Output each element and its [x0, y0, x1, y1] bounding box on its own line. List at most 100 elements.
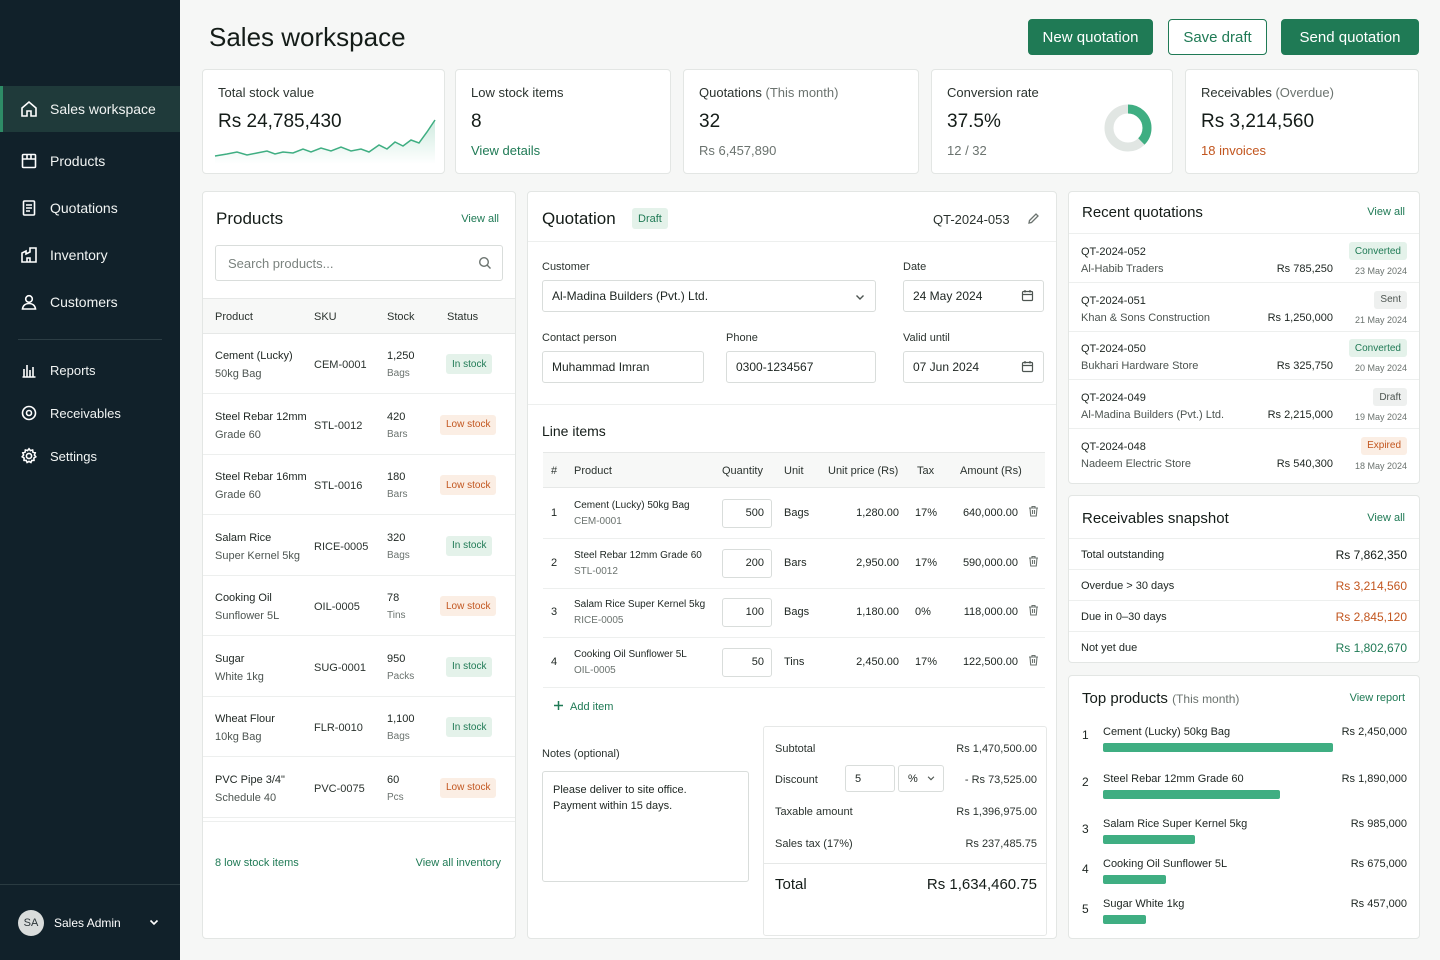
quantity-input[interactable]: 50	[722, 647, 772, 677]
product-stock-qty: 320	[387, 531, 406, 544]
customer-select[interactable]: Al-Madina Builders (Pvt.) Ltd.	[542, 280, 876, 312]
product-stock-unit: Packs	[387, 670, 415, 682]
discount-input[interactable]: 5	[845, 765, 895, 792]
line-number: 3	[551, 606, 558, 618]
column-header: #	[551, 465, 558, 477]
sidebar-item-sales-workspace[interactable]: Sales workspace	[0, 86, 180, 132]
product-row[interactable]: Wheat Flour 10kg Bag FLR-0010 1,100 Bags In s…	[203, 697, 515, 757]
kpi-total-stock-value: Total stock value Rs 24,785,430	[202, 69, 445, 174]
recent-quotation-row[interactable]: QT-2024-052 Al-Habib Traders Rs 785,250 23 …	[1069, 234, 1419, 283]
receivables-view-all-link[interactable]: View all	[1367, 512, 1405, 524]
new-quotation-button[interactable]: New quotation	[1028, 19, 1153, 55]
quotation-id: QT-2024-051	[1081, 294, 1146, 307]
products-view-all-link[interactable]: View all	[461, 213, 499, 225]
line-product-sku: STL-0012	[574, 565, 618, 577]
search-placeholder: Search products...	[228, 255, 334, 271]
top-product-value: Rs 675,000	[1350, 858, 1407, 870]
kpi-period: (This month)	[765, 85, 839, 100]
trash-icon[interactable]	[1028, 505, 1039, 520]
column-header: Amount (Rs)	[960, 465, 1022, 477]
user-menu[interactable]: SA Sales Admin	[0, 884, 180, 960]
receivable-value: Rs 2,845,120	[1335, 610, 1407, 624]
product-stock-unit: Bars	[387, 428, 408, 440]
product-variant: Grade 60	[215, 428, 261, 441]
top-product-row: 1 Cement (Lucky) 50kg Bag Rs 2,450,000	[1069, 724, 1419, 768]
valid-until-field[interactable]: 07 Jun 2024	[903, 351, 1044, 383]
quantity-input[interactable]: 200	[722, 548, 772, 578]
valid-until-label: Valid until	[903, 332, 950, 344]
warehouse-icon	[20, 246, 38, 264]
conversion-donut-arc	[1104, 104, 1152, 152]
contact-field[interactable]: Muhammad Imran	[542, 351, 704, 383]
calendar-icon	[1021, 360, 1034, 376]
product-row[interactable]: Steel Rebar 12mm Grade 60 STL-0012 420 Bars L…	[203, 395, 515, 455]
quantity-input[interactable]: 100	[722, 598, 772, 627]
add-item-button[interactable]: Add item	[553, 700, 613, 714]
view-all-inventory-link[interactable]: View all inventory	[415, 857, 501, 869]
kpi-period: (Overdue)	[1275, 85, 1334, 100]
product-row[interactable]: Salam Rice Super Kernel 5kg RICE-0005 320 Ba…	[203, 516, 515, 576]
line-product-name: Steel Rebar 12mm Grade 60	[574, 549, 702, 561]
quotation-date: 20 May 2024	[1354, 363, 1407, 374]
top-product-name: Cooking Oil Sunflower 5L	[1103, 858, 1228, 870]
product-sku: FLR-0010	[314, 722, 363, 734]
discount-type-select[interactable]: %	[898, 765, 944, 792]
kpi-label-text: Quotations	[699, 85, 762, 100]
notes-textarea[interactable]: Please deliver to site office. Payment w…	[542, 771, 749, 882]
product-row[interactable]: PVC Pipe 3/4" Schedule 40 PVC-0075 60 Pcs Low…	[203, 758, 515, 818]
sidebar-item-inventory[interactable]: Inventory	[0, 232, 180, 278]
trash-icon[interactable]	[1028, 604, 1039, 619]
trash-icon[interactable]	[1028, 654, 1039, 669]
column-header: Unit	[784, 465, 804, 477]
product-row[interactable]: Cement (Lucky) 50kg Bag CEM-0001 1,250 Bags I…	[203, 334, 515, 394]
save-draft-button[interactable]: Save draft	[1168, 19, 1267, 55]
line-item-row: 3 Salam Rice Super Kernel 5kg RICE-0005 100…	[543, 588, 1045, 638]
document-icon	[20, 199, 38, 217]
top-product-name: Sugar White 1kg	[1103, 898, 1185, 910]
page-title: Sales workspace	[209, 22, 406, 52]
recent-quotation-row[interactable]: QT-2024-050 Bukhari Hardware Store Rs 325,…	[1069, 331, 1419, 381]
low-stock-items-link[interactable]: 8 low stock items	[215, 857, 299, 869]
view-report-link[interactable]: View report	[1349, 692, 1405, 704]
product-sku: RICE-0005	[314, 540, 369, 553]
recent-quotation-row[interactable]: QT-2024-048 Nadeem Electric Store Rs 540,3…	[1069, 429, 1419, 478]
stock-trend-sparkline	[214, 119, 436, 164]
line-product-name: Salam Rice Super Kernel 5kg	[574, 599, 706, 610]
recent-quotations-view-all-link[interactable]: View all	[1367, 206, 1405, 218]
product-stock-unit: Pcs	[387, 791, 404, 803]
product-row[interactable]: Steel Rebar 16mm Grade 60 STL-0016 180 Bars L…	[203, 455, 515, 515]
line-unit: Bags	[784, 606, 810, 618]
kpi-value: Rs 3,214,560	[1201, 111, 1315, 132]
quotation-customer: Al-Madina Builders (Pvt.) Ltd.	[1081, 409, 1225, 422]
column-header: SKU	[314, 311, 337, 323]
user-name: Sales Admin	[54, 915, 121, 930]
sidebar-item-receivables[interactable]: Receivables	[0, 390, 180, 436]
line-product-sku: OIL-0005	[574, 664, 616, 676]
line-unit: Bars	[784, 556, 807, 569]
receivables-header-divider	[1069, 538, 1419, 539]
sidebar-item-customers[interactable]: Customers	[0, 279, 180, 325]
product-row[interactable]: Cooking Oil Sunflower 5L OIL-0005 78 Tins Low…	[203, 576, 515, 636]
send-quotation-button[interactable]: Send quotation	[1281, 19, 1419, 55]
edit-icon[interactable]	[1027, 212, 1040, 228]
sidebar-item-settings[interactable]: Settings	[0, 433, 180, 479]
sidebar-item-quotations[interactable]: Quotations	[0, 185, 180, 231]
taxable-label: Taxable amount	[775, 806, 853, 818]
kpi-label: Total stock value	[218, 85, 315, 100]
product-name: Steel Rebar 16mm	[215, 471, 307, 483]
recent-quotation-row[interactable]: QT-2024-051 Khan & Sons Construction Rs 1,…	[1069, 283, 1419, 332]
trash-icon[interactable]	[1028, 555, 1039, 570]
phone-field[interactable]: 0300-1234567	[726, 351, 876, 383]
discount-row: Discount - Rs 73,525.00	[775, 774, 1037, 786]
quantity-input[interactable]: 500	[722, 499, 772, 528]
date-field[interactable]: 24 May 2024	[903, 280, 1044, 312]
sidebar-item-products[interactable]: Products	[0, 138, 180, 184]
top-product-bar	[1103, 743, 1333, 752]
sidebar-item-reports[interactable]: Reports	[0, 347, 180, 393]
product-row[interactable]: Sugar White 1kg SUG-0001 950 Packs In stock	[203, 637, 515, 697]
view-details-link[interactable]: View details	[471, 143, 541, 158]
invoices-link[interactable]: 18 invoices	[1201, 143, 1267, 158]
recent-quotation-row[interactable]: QT-2024-049 Al-Madina Builders (Pvt.) Ltd…	[1069, 380, 1419, 430]
calendar-icon	[1021, 289, 1034, 305]
product-search-input[interactable]: Search products...	[215, 245, 503, 281]
